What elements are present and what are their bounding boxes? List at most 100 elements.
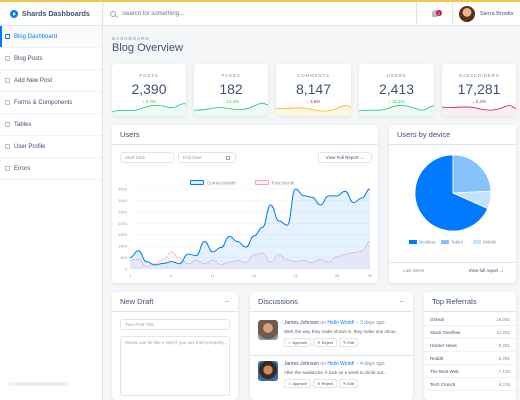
- card-menu-icon[interactable]: [400, 301, 404, 302]
- table-icon: [5, 122, 10, 127]
- discussion-meta: James Johnson on Hello World! – 4 days a…: [284, 361, 385, 367]
- reject-button[interactable]: ✕ Reject: [313, 338, 337, 347]
- sidebar-item-tables[interactable]: Tables: [0, 114, 102, 136]
- legend-label-mobile: Mobile: [483, 240, 497, 245]
- legend-label-current: Current Month: [207, 180, 236, 186]
- stat-card-users: USERS 2,413 ↑ 12.4%: [359, 64, 434, 116]
- x-tick-label: 6: [170, 273, 173, 278]
- edit-icon: [5, 34, 10, 39]
- sidebar-item-label: Forms & Components: [14, 99, 73, 106]
- data-point: [204, 263, 205, 265]
- data-point: [295, 261, 296, 263]
- referrals-header: Top Referrals: [424, 292, 516, 312]
- user-menu[interactable]: Sierra Brooks: [452, 2, 520, 25]
- brand[interactable]: Shards Dashboards: [0, 2, 102, 26]
- top-navbar: 2 Sierra Brooks: [104, 2, 520, 26]
- sidebar-item-errors[interactable]: Errors: [0, 158, 102, 180]
- stat-value: 182: [219, 81, 243, 97]
- referral-row[interactable]: Stack Overflow 11,201: [424, 327, 516, 339]
- data-point: [228, 236, 230, 237]
- data-point: [344, 190, 346, 192]
- end-date-input[interactable]: End Date: [178, 152, 236, 163]
- pie-slice-desktop: [414, 154, 489, 232]
- y-tick-label: 500: [120, 255, 127, 260]
- stat-value: 2,413: [378, 81, 415, 97]
- sidebar-item-label: Add New Post: [14, 77, 53, 84]
- edit-button[interactable]: ✎ Edit: [338, 379, 359, 388]
- referral-row[interactable]: GitHub 19,291: [424, 314, 516, 326]
- stat-label: SUBSCRIBERS: [458, 73, 500, 78]
- start-date-input[interactable]: Start Date: [120, 152, 174, 163]
- reject-button[interactable]: ✕ Reject: [313, 379, 337, 388]
- data-point: [286, 224, 288, 226]
- period-select[interactable]: Last Week: [403, 268, 425, 273]
- divider: [250, 355, 413, 356]
- edit-button[interactable]: ✎ Edit: [338, 338, 359, 347]
- note-add-icon: [5, 78, 10, 83]
- device-card-title: Users by device: [397, 130, 451, 139]
- sidebar: Shards Dashboards Blog Dashboard Blog Po…: [0, 2, 103, 400]
- card-menu-icon[interactable]: [225, 301, 229, 302]
- stat-card-comments: COMMENTS 8,147 ↓ 3.8%: [276, 64, 351, 116]
- chart-legend: Current Month Past Month: [190, 174, 294, 192]
- sidebar-item-user-profile[interactable]: User Profile: [0, 136, 102, 158]
- data-point: [129, 257, 131, 258]
- data-point: [319, 204, 321, 206]
- brand-logo-icon: [10, 9, 18, 18]
- sidebar-item-add-new-post[interactable]: Add New Post: [0, 70, 102, 92]
- arrow-up-icon: ↑: [388, 99, 392, 104]
- arrow-down-icon: ↓: [472, 99, 476, 104]
- post-title-input[interactable]: Your Post Title: [120, 319, 230, 330]
- arrow-down-icon: ↓: [306, 99, 311, 104]
- data-point: [245, 246, 247, 248]
- view-full-report-button[interactable]: View Full Report →: [318, 152, 372, 163]
- post-body-textarea[interactable]: Words can be like x-rays if you use them…: [120, 336, 230, 396]
- stat-label: COMMENTS: [297, 73, 330, 78]
- sidebar-nav: Blog Dashboard Blog Posts Add New Post F…: [0, 26, 102, 180]
- stat-sparkline: [194, 102, 268, 116]
- search-input[interactable]: [122, 10, 322, 17]
- sidebar-item-blog-posts[interactable]: Blog Posts: [0, 48, 102, 70]
- new-draft-title: New Draft: [120, 297, 154, 306]
- data-point: [170, 261, 172, 263]
- stat-label: PAGES: [221, 73, 241, 78]
- calendar-icon: [226, 156, 230, 160]
- discussion-post-link[interactable]: Hello World!: [327, 361, 355, 367]
- referral-row[interactable]: Hacker News 9,291: [424, 340, 516, 352]
- pie-slice-tablet: [452, 154, 492, 194]
- legend-swatch-desktop: [409, 240, 417, 244]
- data-point: [179, 257, 181, 259]
- discussion-meta: James Johnson on Hello World! – 3 days a…: [284, 320, 385, 326]
- data-point: [170, 251, 172, 253]
- notifications-button[interactable]: 2: [416, 2, 452, 25]
- sidebar-item-forms-components[interactable]: Forms & Components: [0, 92, 102, 114]
- approve-button[interactable]: ✓ Approve: [284, 379, 312, 388]
- data-point: [353, 252, 354, 253]
- users-card: Users Start Date End Date View Full Repo…: [112, 125, 378, 283]
- view-full-report-link[interactable]: View full report →: [468, 268, 504, 273]
- x-tick-label: 16: [252, 273, 257, 278]
- approve-button[interactable]: ✓ Approve: [284, 338, 312, 347]
- stat-card-subscribers: SUBSCRIBERS 17,281 ↓ 2.4%: [442, 64, 516, 116]
- pie-slice-mobile: [452, 190, 492, 210]
- referral-row[interactable]: Reddit 8,281: [424, 353, 516, 365]
- data-point: [212, 259, 214, 261]
- posts-icon: [5, 56, 10, 61]
- sidebar-item-blog-dashboard[interactable]: Blog Dashboard: [0, 26, 102, 48]
- referral-row[interactable]: Tech Crunch 6,218: [424, 379, 516, 391]
- data-point: [137, 258, 139, 260]
- view-module-icon: [5, 100, 10, 105]
- discussion-text: Well, the way they make shows is, they m…: [284, 329, 399, 334]
- data-point: [228, 261, 230, 263]
- discussion-actions: ✓ Approve ✕ Reject ✎ Edit: [284, 338, 360, 347]
- sidebar-item-label: Tables: [14, 121, 32, 128]
- y-tick-label: 2500: [118, 209, 128, 214]
- referral-row[interactable]: The Next Web 7,128: [424, 366, 516, 378]
- data-point: [162, 263, 164, 264]
- discussion-post-link[interactable]: Hello World!: [327, 320, 355, 326]
- series-line-current-month: [129, 188, 371, 266]
- data-point: [303, 259, 305, 261]
- error-icon: [5, 166, 10, 171]
- data-point: [220, 263, 222, 265]
- top-accent-strip: [0, 0, 520, 2]
